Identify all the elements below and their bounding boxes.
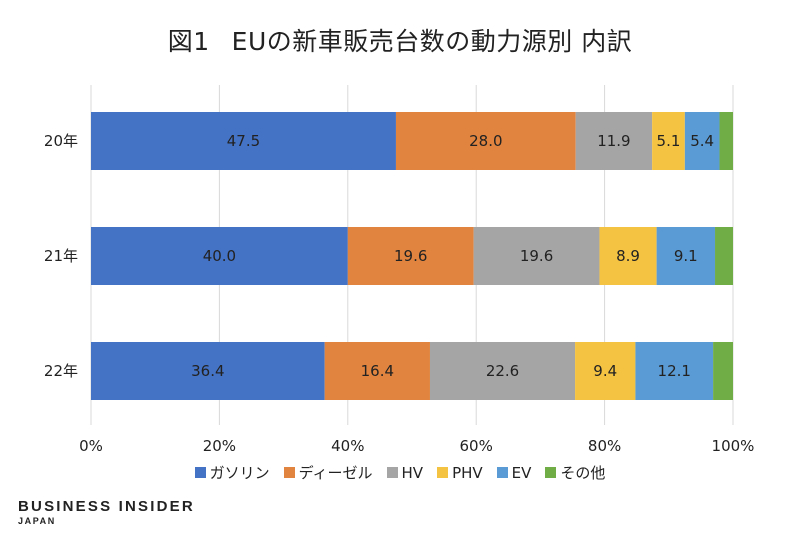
bar-segment [429, 342, 576, 400]
y-category-label: 20年 [44, 132, 78, 150]
bar-data-label: 19.6 [520, 247, 553, 265]
bar-segment [91, 227, 348, 285]
bar-data-label: 12.1 [658, 362, 691, 380]
bar-segment [347, 227, 474, 285]
bar-segment [715, 227, 733, 285]
legend-swatch [437, 467, 449, 478]
bar-data-label: 9.4 [593, 362, 617, 380]
brand-region: JAPAN [18, 516, 56, 526]
bar-data-label: 16.4 [361, 362, 394, 380]
legend-item: ディーゼル [283, 462, 373, 483]
bar-data-label: 11.9 [597, 132, 630, 150]
bar-segment [575, 112, 653, 170]
legend-item: その他 [545, 462, 605, 483]
legend-item: PHV [437, 462, 483, 483]
bar-segment [635, 342, 714, 400]
legend-label: ガソリン [209, 464, 270, 482]
x-tick-label: 20% [203, 437, 236, 455]
chart-title-label: 図1 [167, 27, 210, 56]
legend-swatch [194, 467, 206, 478]
x-tick-label: 80% [588, 437, 621, 455]
bar-data-label: 9.1 [674, 247, 698, 265]
legend-swatch [386, 467, 398, 478]
bar-segment [91, 112, 396, 170]
bar-segment [575, 342, 636, 400]
bar-segment [324, 342, 430, 400]
legend-item: ガソリン [194, 462, 270, 483]
legend-label: その他 [560, 464, 606, 482]
bar-segment [395, 112, 576, 170]
bar-data-label: 28.0 [469, 132, 502, 150]
brand-name: BUSINESS INSIDER [18, 498, 195, 515]
bar-data-label: 22.6 [486, 362, 519, 380]
legend-label: PHV [452, 463, 483, 482]
legend-swatch [283, 467, 295, 478]
chart-title: 図1 EUの新車販売台数の動力源別 内訳 [0, 22, 800, 58]
bar-segment [652, 112, 685, 170]
bar-segment [656, 227, 716, 285]
bar-data-label: 5.1 [657, 132, 681, 150]
bar-data-label: 8.9 [616, 247, 640, 265]
chart-legend: ガソリン ディーゼル HV PHV EV その他 [0, 462, 800, 483]
bar-data-label: 47.5 [227, 132, 260, 150]
legend-label: ディーゼル [298, 464, 373, 482]
y-category-label: 22年 [44, 362, 78, 380]
legend-item: HV [386, 462, 424, 483]
legend-swatch [545, 467, 557, 478]
x-tick-label: 0% [79, 437, 103, 455]
x-tick-label: 100% [712, 437, 755, 455]
bar-segment [719, 112, 733, 170]
x-tick-label: 60% [460, 437, 493, 455]
legend-label: HV [401, 463, 424, 482]
y-category-label: 21年 [44, 247, 78, 265]
bar-segment [713, 342, 733, 400]
brand-logo: BUSINESS INSIDER JAPAN [18, 499, 195, 527]
bar-data-label: 40.0 [203, 247, 236, 265]
bar-segment [599, 227, 657, 285]
bar-segment [473, 227, 600, 285]
chart-title-text: EUの新車販売台数の動力源別 内訳 [231, 27, 633, 56]
bar-data-label: 5.4 [690, 132, 714, 150]
bar-segment [91, 342, 325, 400]
legend-item: EV [496, 462, 532, 483]
x-tick-label: 40% [331, 437, 364, 455]
bar-segment [684, 112, 720, 170]
bar-data-label: 36.4 [191, 362, 224, 380]
bar-data-label: 19.6 [394, 247, 427, 265]
legend-label: EV [511, 463, 532, 482]
legend-swatch [496, 467, 508, 478]
